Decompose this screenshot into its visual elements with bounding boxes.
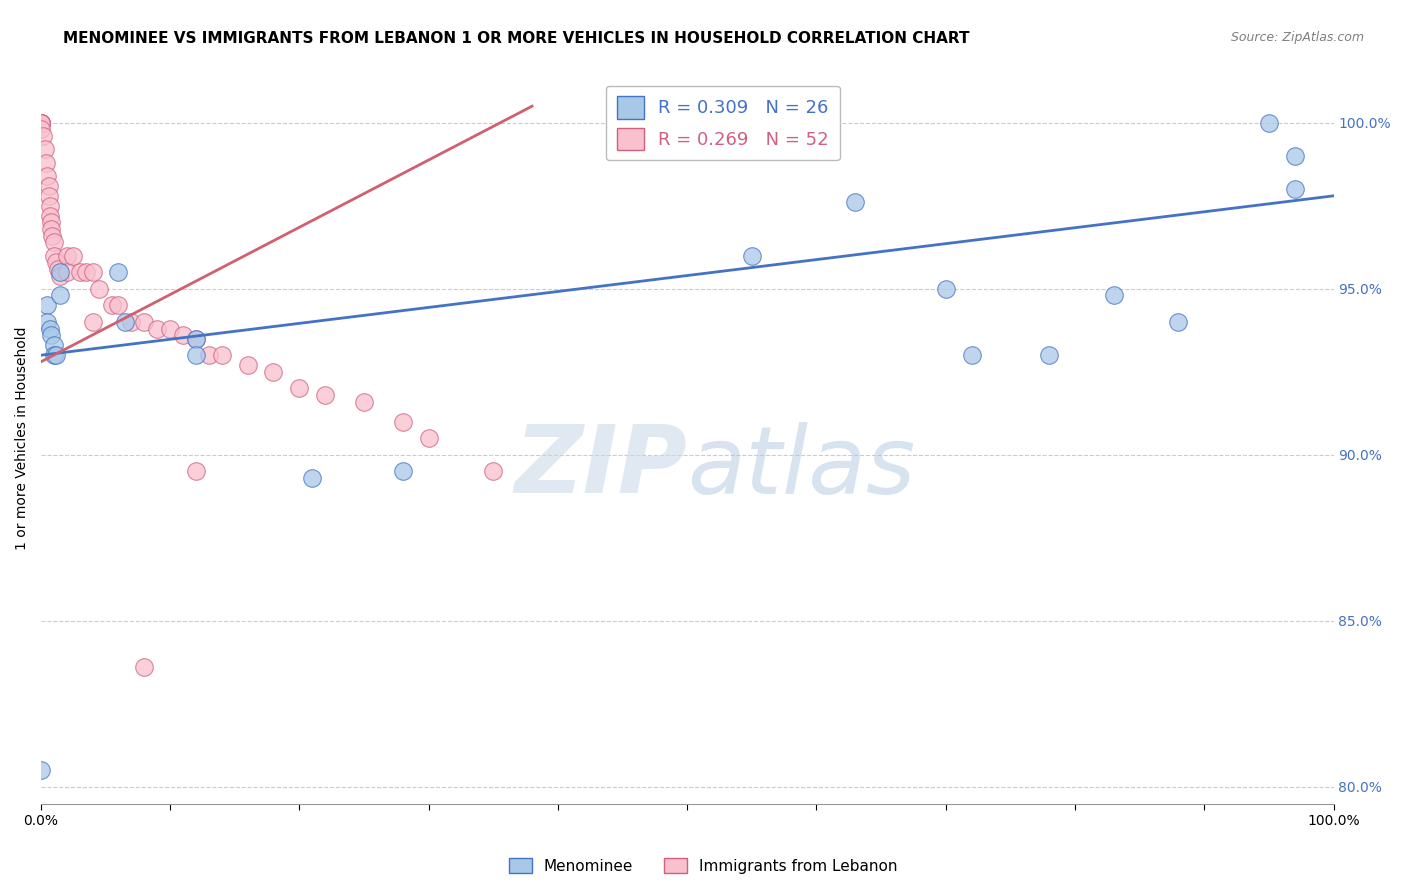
Point	[418, 431, 440, 445]
Point	[42, 235, 65, 250]
Point	[49, 268, 72, 283]
Point	[236, 358, 259, 372]
Point	[844, 195, 866, 210]
Point	[39, 222, 62, 236]
Point	[146, 321, 169, 335]
Point	[741, 249, 763, 263]
Point	[1102, 288, 1125, 302]
Point	[134, 660, 156, 674]
Point	[45, 255, 67, 269]
Point	[42, 249, 65, 263]
Point	[38, 321, 60, 335]
Point	[159, 321, 181, 335]
Point	[55, 249, 77, 263]
Point	[314, 388, 336, 402]
Point	[32, 129, 55, 144]
Point	[184, 348, 207, 362]
Point	[30, 764, 52, 778]
Point	[1257, 116, 1279, 130]
Point	[37, 298, 59, 312]
Point	[482, 465, 505, 479]
Point	[30, 116, 52, 130]
Point	[41, 228, 63, 243]
Point	[35, 155, 58, 169]
Point	[263, 365, 285, 379]
Point	[1284, 182, 1306, 196]
Point	[37, 315, 59, 329]
Point	[37, 169, 59, 183]
Point	[30, 116, 52, 130]
Point	[301, 471, 323, 485]
Point	[101, 298, 124, 312]
Legend: Menominee, Immigrants from Lebanon: Menominee, Immigrants from Lebanon	[502, 852, 904, 880]
Point	[211, 348, 233, 362]
Point	[353, 394, 375, 409]
Point	[184, 465, 207, 479]
Point	[935, 282, 957, 296]
Point	[49, 265, 72, 279]
Point	[34, 142, 56, 156]
Point	[87, 282, 110, 296]
Point	[45, 348, 67, 362]
Point	[30, 116, 52, 130]
Point	[120, 315, 142, 329]
Point	[55, 265, 77, 279]
Point	[42, 338, 65, 352]
Point	[62, 249, 84, 263]
Point	[30, 116, 52, 130]
Text: Source: ZipAtlas.com: Source: ZipAtlas.com	[1230, 31, 1364, 45]
Text: ZIP: ZIP	[515, 422, 688, 514]
Point	[107, 298, 129, 312]
Point	[38, 209, 60, 223]
Point	[134, 315, 156, 329]
Point	[1284, 149, 1306, 163]
Point	[172, 328, 194, 343]
Point	[46, 261, 69, 276]
Point	[960, 348, 983, 362]
Point	[49, 288, 72, 302]
Point	[30, 116, 52, 130]
Text: atlas: atlas	[688, 422, 915, 513]
Point	[184, 332, 207, 346]
Point	[114, 315, 136, 329]
Point	[391, 415, 413, 429]
Point	[82, 315, 104, 329]
Point	[184, 332, 207, 346]
Point	[38, 199, 60, 213]
Point	[288, 381, 311, 395]
Point	[39, 328, 62, 343]
Point	[1167, 315, 1189, 329]
Y-axis label: 1 or more Vehicles in Household: 1 or more Vehicles in Household	[15, 326, 30, 550]
Point	[69, 265, 91, 279]
Point	[198, 348, 221, 362]
Point	[38, 178, 60, 193]
Point	[1038, 348, 1060, 362]
Point	[30, 116, 52, 130]
Text: MENOMINEE VS IMMIGRANTS FROM LEBANON 1 OR MORE VEHICLES IN HOUSEHOLD CORRELATION: MENOMINEE VS IMMIGRANTS FROM LEBANON 1 O…	[63, 31, 970, 46]
Point	[38, 189, 60, 203]
Point	[30, 116, 52, 130]
Point	[30, 122, 52, 136]
Point	[107, 265, 129, 279]
Point	[75, 265, 97, 279]
Point	[39, 215, 62, 229]
Legend: R = 0.309   N = 26, R = 0.269   N = 52: R = 0.309 N = 26, R = 0.269 N = 52	[606, 86, 839, 161]
Point	[82, 265, 104, 279]
Point	[42, 348, 65, 362]
Point	[391, 465, 413, 479]
